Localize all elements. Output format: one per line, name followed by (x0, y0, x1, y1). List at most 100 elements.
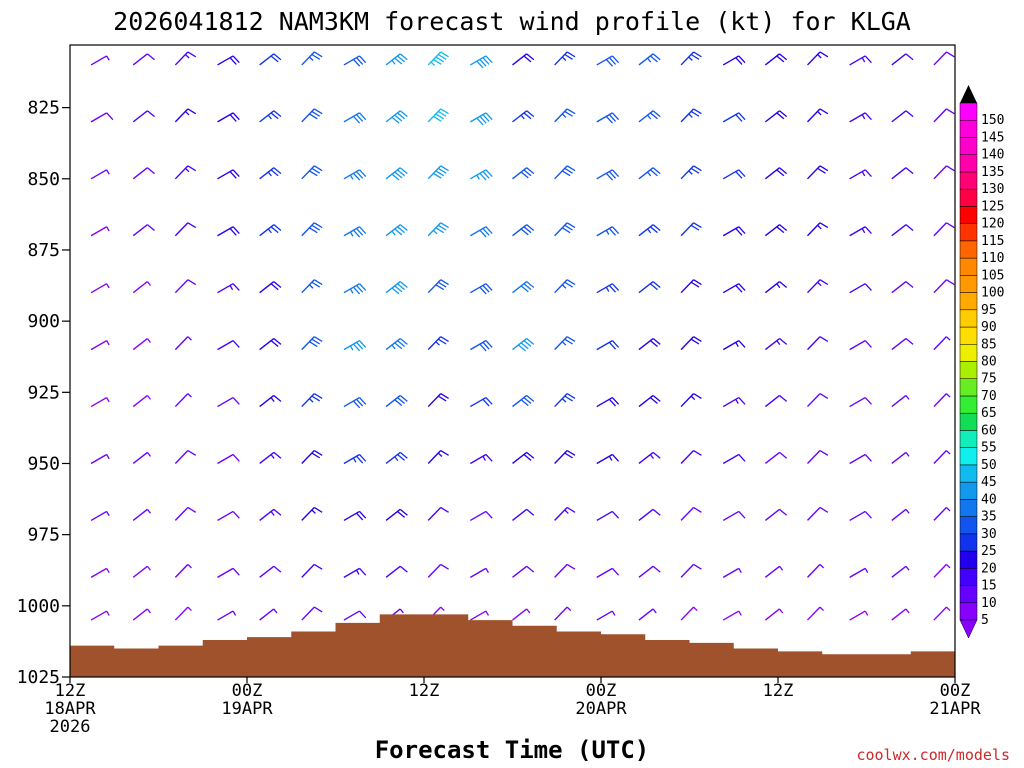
wind-barb (554, 51, 576, 66)
wind-barb (933, 336, 951, 351)
wind-barb (132, 224, 155, 237)
wind-barb (680, 563, 702, 578)
wind-barb (174, 336, 192, 351)
colorbar-label: 45 (981, 475, 997, 490)
wind-barb (343, 610, 367, 621)
wind-barb (90, 226, 110, 237)
credit-text: coolwx.com/models (856, 746, 1010, 764)
wind-barb (427, 449, 449, 464)
wind-barb (132, 53, 155, 66)
wind-barb (849, 55, 872, 66)
wind-barb (638, 224, 661, 237)
colorbar-swatch (959, 447, 978, 466)
wind-barb (301, 449, 323, 464)
wind-barb (680, 449, 702, 464)
wind-barb (891, 53, 914, 66)
colorbar-label: 60 (981, 423, 997, 438)
wind-barb (764, 394, 788, 408)
wind-barb (343, 340, 367, 352)
wind-barb (554, 393, 576, 408)
colorbar-label: 125 (981, 199, 1004, 214)
wind-barb (512, 608, 531, 621)
x-tick-label: 18APR (44, 699, 96, 719)
wind-barb (470, 55, 493, 69)
wind-barb (849, 453, 872, 465)
wind-barb (806, 108, 829, 123)
wind-barb (806, 449, 829, 464)
colorbar-label: 25 (981, 544, 997, 559)
wind-barb (217, 610, 237, 621)
wind-barb (764, 224, 788, 237)
wind-barb (849, 283, 872, 294)
x-tick-label: 00Z (940, 681, 971, 701)
wind-barb (596, 55, 620, 67)
wind-barb (90, 340, 110, 351)
colorbar-swatch (959, 154, 978, 173)
wind-barb (470, 283, 493, 295)
wind-barb (849, 396, 872, 408)
wind-barb (722, 453, 746, 465)
colorbar-swatch (959, 464, 978, 483)
wind-barb (343, 453, 367, 465)
wind-barb (90, 112, 114, 123)
wind-barb (596, 510, 620, 522)
wind-barb (806, 51, 829, 66)
wind-barb (512, 167, 535, 180)
wind-barb (680, 222, 702, 237)
plot-frame (69, 44, 956, 678)
wind-barb (722, 510, 746, 522)
wind-barb (259, 167, 282, 180)
wind-barb (132, 608, 151, 621)
colorbar-swatch (959, 412, 978, 431)
wind-barb (638, 508, 661, 521)
wind-barb (891, 337, 914, 351)
wind-barb (638, 53, 661, 66)
colorbar-label: 85 (981, 337, 997, 352)
wind-barb (174, 108, 197, 123)
wind-barb (470, 169, 493, 181)
wind-barb (343, 226, 367, 238)
wind-barb (806, 506, 829, 521)
wind-barb (933, 165, 955, 180)
wind-barb (680, 279, 702, 294)
colorbar-label: 35 (981, 510, 997, 525)
x-tick-label: 2026 (50, 717, 91, 737)
wind-barb (174, 165, 197, 180)
wind-barb (174, 51, 197, 66)
wind-barb (132, 110, 155, 123)
wind-barb (174, 393, 192, 408)
wind-barb (722, 567, 742, 578)
wind-barb (891, 224, 914, 237)
wind-barb (259, 608, 278, 621)
y-tick-label: 975 (27, 525, 60, 546)
wind-barb (301, 563, 323, 578)
colorbar-label: 15 (981, 579, 997, 594)
y-tick-label: 925 (27, 382, 60, 403)
wind-barb (132, 281, 151, 294)
wind-barb (301, 506, 323, 521)
wind-barb (764, 167, 788, 180)
colorbar-swatch (959, 361, 978, 379)
wind-barb (891, 281, 914, 294)
wind-barb (554, 108, 576, 123)
wind-barb (849, 567, 869, 578)
colorbar-swatch (959, 499, 978, 517)
wind-barb (764, 337, 788, 351)
wind-barb (933, 222, 955, 237)
colorbar-swatch (959, 119, 978, 138)
wind-barb (132, 565, 151, 578)
wind-barb (217, 453, 240, 465)
colorbar-swatch (959, 257, 978, 276)
wind-barb (174, 449, 197, 464)
wind-barb (301, 222, 323, 237)
wind-barb (596, 453, 620, 465)
wind-barb (512, 565, 535, 578)
wind-barb (933, 450, 951, 464)
wind-barb (554, 279, 576, 294)
wind-barb (90, 283, 110, 294)
colorbar-swatch (959, 585, 978, 604)
wind-barb (427, 563, 449, 578)
wind-barb (259, 224, 282, 237)
wind-barb (764, 451, 788, 465)
wind-barb (90, 610, 110, 621)
